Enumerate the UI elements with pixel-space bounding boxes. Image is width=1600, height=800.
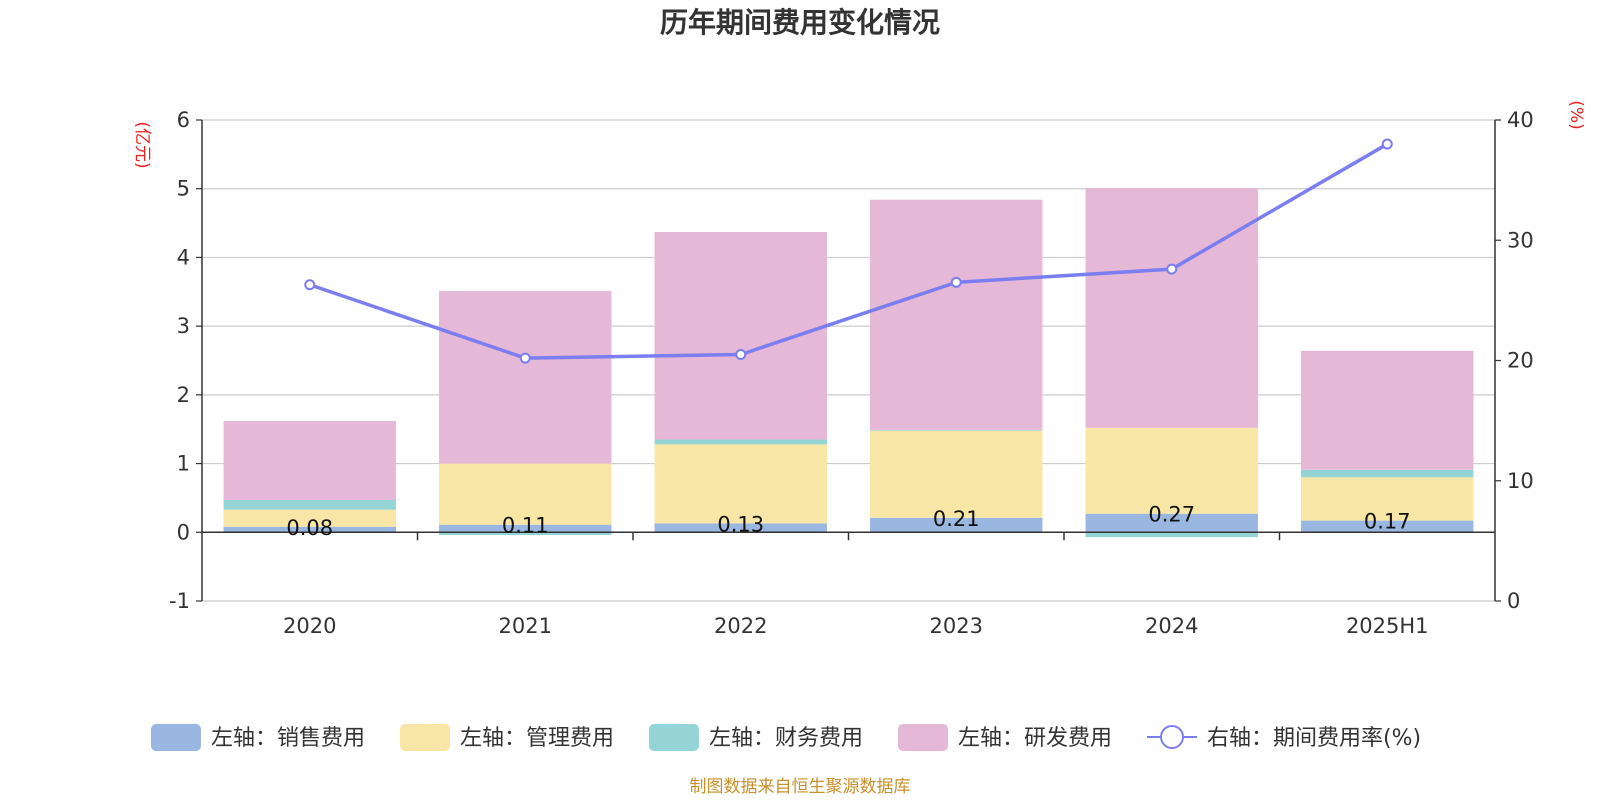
chart-title: 历年期间费用变化情况	[660, 6, 940, 39]
bar-segment-0	[1301, 520, 1474, 533]
data-label: 0.17	[1364, 510, 1411, 534]
left-tick-label: -1	[169, 589, 190, 613]
legend-swatch	[649, 724, 699, 751]
bar-segment-0	[223, 526, 396, 533]
bar-segment-2	[223, 499, 396, 510]
bar-segment-1	[654, 444, 827, 524]
category-label: 2021	[499, 614, 552, 638]
bar-segment-1	[223, 509, 396, 527]
legend: 左轴：销售费用 左轴：管理费用 左轴：财务费用 左轴：研发费用 右轴：期间费用率(%)	[151, 724, 1421, 751]
left-axis-unit: (亿元)	[132, 121, 152, 168]
data-label: 0.11	[502, 514, 549, 538]
source-text: 制图数据来自恒生聚源数据库	[690, 777, 911, 797]
bar-segment-3	[1085, 188, 1258, 428]
data-label: 0.21	[933, 507, 980, 531]
bar-segment-3	[223, 420, 396, 500]
bar-segment-2	[1301, 469, 1474, 478]
left-tick-label: 6	[177, 108, 190, 132]
bar-segment-0	[1085, 513, 1258, 533]
bar-segment-1	[439, 463, 612, 525]
ratio-line-point	[519, 352, 531, 364]
right-axis-unit: (%)	[1566, 100, 1586, 129]
data-label: 0.08	[286, 516, 333, 540]
bar-segment-0	[439, 524, 612, 533]
left-tick-label: 4	[177, 245, 190, 269]
ratio-line-point	[950, 276, 962, 288]
legend-label: 左轴：销售费用	[211, 726, 365, 751]
ratio-line-point	[304, 279, 316, 291]
data-label: 0.13	[717, 512, 764, 536]
ratio-line-path	[309, 142, 1389, 360]
ratio-line-point	[735, 348, 747, 360]
data-labels: 0.08 0.11 0.13 0.21 0.27 0.17	[286, 503, 1410, 540]
legend-label: 右轴：期间费用率(%)	[1207, 726, 1421, 751]
bar-segment-1	[1301, 477, 1474, 521]
left-tick-label: 3	[177, 314, 190, 338]
category-label: 2022	[714, 614, 767, 638]
legend-label: 左轴：财务费用	[709, 726, 863, 751]
bar-segment-0	[870, 517, 1043, 533]
bar-segment-2	[439, 532, 612, 536]
ratio-line-point	[1166, 263, 1178, 275]
right-tick-label: 40	[1507, 108, 1534, 132]
legend-label: 左轴：研发费用	[958, 726, 1112, 751]
bars	[223, 188, 1474, 538]
right-tick-label: 30	[1507, 228, 1534, 252]
legend-swatch	[898, 724, 948, 751]
bar-segment-1	[870, 430, 1043, 518]
right-tick-label: 0	[1507, 589, 1520, 613]
bar-segment-3	[870, 199, 1043, 430]
bar-segment-3	[1301, 350, 1474, 470]
expense-ratio-line	[304, 138, 1393, 364]
bar-segment-1	[1085, 427, 1258, 514]
legend-marker	[1160, 725, 1184, 749]
axes: -1 0 1 2 3 4 5 6 0 10 20 30 40 2020 2021 2022 2023 2024 20…	[169, 108, 1534, 638]
right-tick-label: 20	[1507, 349, 1534, 373]
right-tick-label: 10	[1507, 469, 1534, 493]
data-label: 0.27	[1148, 503, 1195, 527]
bar-segment-2	[654, 439, 827, 445]
left-tick-label: 1	[177, 452, 190, 476]
category-label: 2025H1	[1346, 614, 1429, 638]
bar-segment-2	[1085, 532, 1258, 538]
legend-swatch	[151, 724, 201, 751]
legend-label: 左轴：管理费用	[460, 726, 614, 751]
left-tick-label: 2	[177, 383, 190, 407]
bar-segment-3	[439, 291, 612, 464]
ratio-line-point	[1381, 138, 1393, 150]
left-tick-label: 5	[177, 177, 190, 201]
category-label: 2023	[930, 614, 983, 638]
legend-swatch	[400, 724, 450, 751]
category-label: 2024	[1145, 614, 1198, 638]
grid-lines	[202, 119, 1495, 602]
left-tick-label: 0	[177, 520, 190, 544]
bar-segment-2	[870, 429, 1043, 431]
category-label: 2020	[283, 614, 336, 638]
bar-segment-0	[654, 523, 827, 533]
